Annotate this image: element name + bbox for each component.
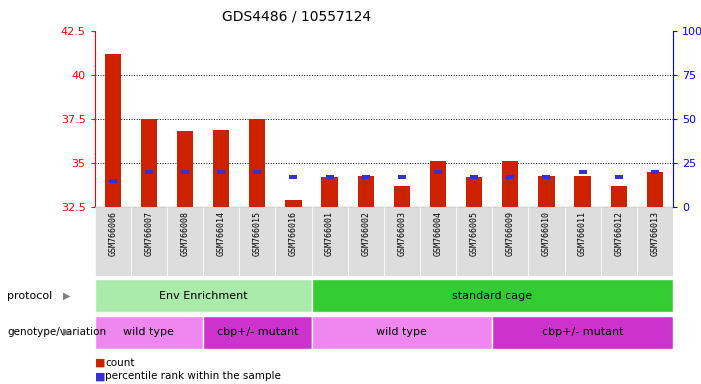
Bar	[506, 175, 515, 179]
Text: count: count	[105, 358, 135, 368]
Text: protocol: protocol	[7, 291, 53, 301]
Bar	[358, 175, 374, 207]
FancyBboxPatch shape	[420, 207, 456, 276]
FancyBboxPatch shape	[311, 207, 348, 276]
Text: GSM766002: GSM766002	[361, 211, 370, 256]
Text: GSM766014: GSM766014	[217, 211, 226, 256]
Bar	[109, 179, 116, 183]
Bar	[615, 175, 622, 179]
Bar	[290, 175, 297, 179]
Text: genotype/variation: genotype/variation	[7, 327, 106, 337]
Bar	[611, 186, 627, 207]
FancyBboxPatch shape	[95, 279, 311, 312]
FancyBboxPatch shape	[203, 207, 239, 276]
Text: GDS4486 / 10557124: GDS4486 / 10557124	[222, 9, 372, 23]
Bar	[177, 131, 193, 207]
Text: GSM766007: GSM766007	[144, 211, 154, 256]
Text: Env Enrichment: Env Enrichment	[158, 291, 247, 301]
FancyBboxPatch shape	[203, 316, 311, 349]
Bar	[543, 175, 550, 179]
FancyBboxPatch shape	[637, 207, 673, 276]
Text: cbp+/- mutant: cbp+/- mutant	[217, 327, 298, 337]
FancyBboxPatch shape	[239, 207, 275, 276]
Text: GSM766001: GSM766001	[325, 211, 334, 256]
Text: GSM766004: GSM766004	[433, 211, 442, 256]
Text: GSM766008: GSM766008	[180, 211, 189, 256]
Bar	[651, 170, 659, 174]
Bar	[578, 170, 587, 174]
Text: GSM766006: GSM766006	[108, 211, 117, 256]
FancyBboxPatch shape	[275, 207, 311, 276]
Bar	[181, 170, 189, 174]
Bar	[362, 175, 369, 179]
Bar	[574, 175, 591, 207]
Text: wild type: wild type	[123, 327, 175, 337]
FancyBboxPatch shape	[131, 207, 167, 276]
Bar	[398, 175, 406, 179]
Bar	[285, 200, 301, 207]
FancyBboxPatch shape	[456, 207, 492, 276]
Text: GSM766005: GSM766005	[470, 211, 479, 256]
Text: ▶: ▶	[63, 327, 70, 337]
Bar	[466, 177, 482, 207]
Bar	[322, 177, 338, 207]
FancyBboxPatch shape	[311, 316, 492, 349]
Bar	[502, 161, 519, 207]
Bar	[394, 186, 410, 207]
Bar	[249, 119, 266, 207]
Bar	[470, 175, 478, 179]
Bar	[253, 170, 261, 174]
Text: cbp+/- mutant: cbp+/- mutant	[542, 327, 623, 337]
FancyBboxPatch shape	[95, 316, 203, 349]
Bar	[213, 130, 229, 207]
Text: GSM766013: GSM766013	[651, 211, 660, 256]
Bar	[325, 175, 334, 179]
FancyBboxPatch shape	[492, 316, 673, 349]
Text: GSM766016: GSM766016	[289, 211, 298, 256]
Text: GSM766003: GSM766003	[397, 211, 407, 256]
Text: standard cage: standard cage	[452, 291, 532, 301]
Text: GSM766015: GSM766015	[253, 211, 261, 256]
FancyBboxPatch shape	[311, 279, 673, 312]
FancyBboxPatch shape	[564, 207, 601, 276]
Bar	[217, 170, 225, 174]
Text: GSM766010: GSM766010	[542, 211, 551, 256]
FancyBboxPatch shape	[167, 207, 203, 276]
Text: percentile rank within the sample: percentile rank within the sample	[105, 371, 281, 381]
FancyBboxPatch shape	[348, 207, 384, 276]
FancyBboxPatch shape	[95, 207, 131, 276]
Bar	[104, 54, 121, 207]
Text: GSM766009: GSM766009	[506, 211, 515, 256]
Text: ▶: ▶	[63, 291, 70, 301]
FancyBboxPatch shape	[601, 207, 637, 276]
Text: ■: ■	[95, 358, 105, 368]
Text: GSM766012: GSM766012	[614, 211, 623, 256]
Bar	[141, 119, 157, 207]
Text: wild type: wild type	[376, 327, 428, 337]
Text: GSM766011: GSM766011	[578, 211, 587, 256]
Bar	[538, 175, 554, 207]
FancyBboxPatch shape	[492, 207, 529, 276]
Bar	[430, 161, 446, 207]
Bar	[145, 170, 153, 174]
Text: ■: ■	[95, 371, 105, 381]
Bar	[647, 172, 663, 207]
FancyBboxPatch shape	[529, 207, 564, 276]
FancyBboxPatch shape	[384, 207, 420, 276]
Bar	[434, 170, 442, 174]
